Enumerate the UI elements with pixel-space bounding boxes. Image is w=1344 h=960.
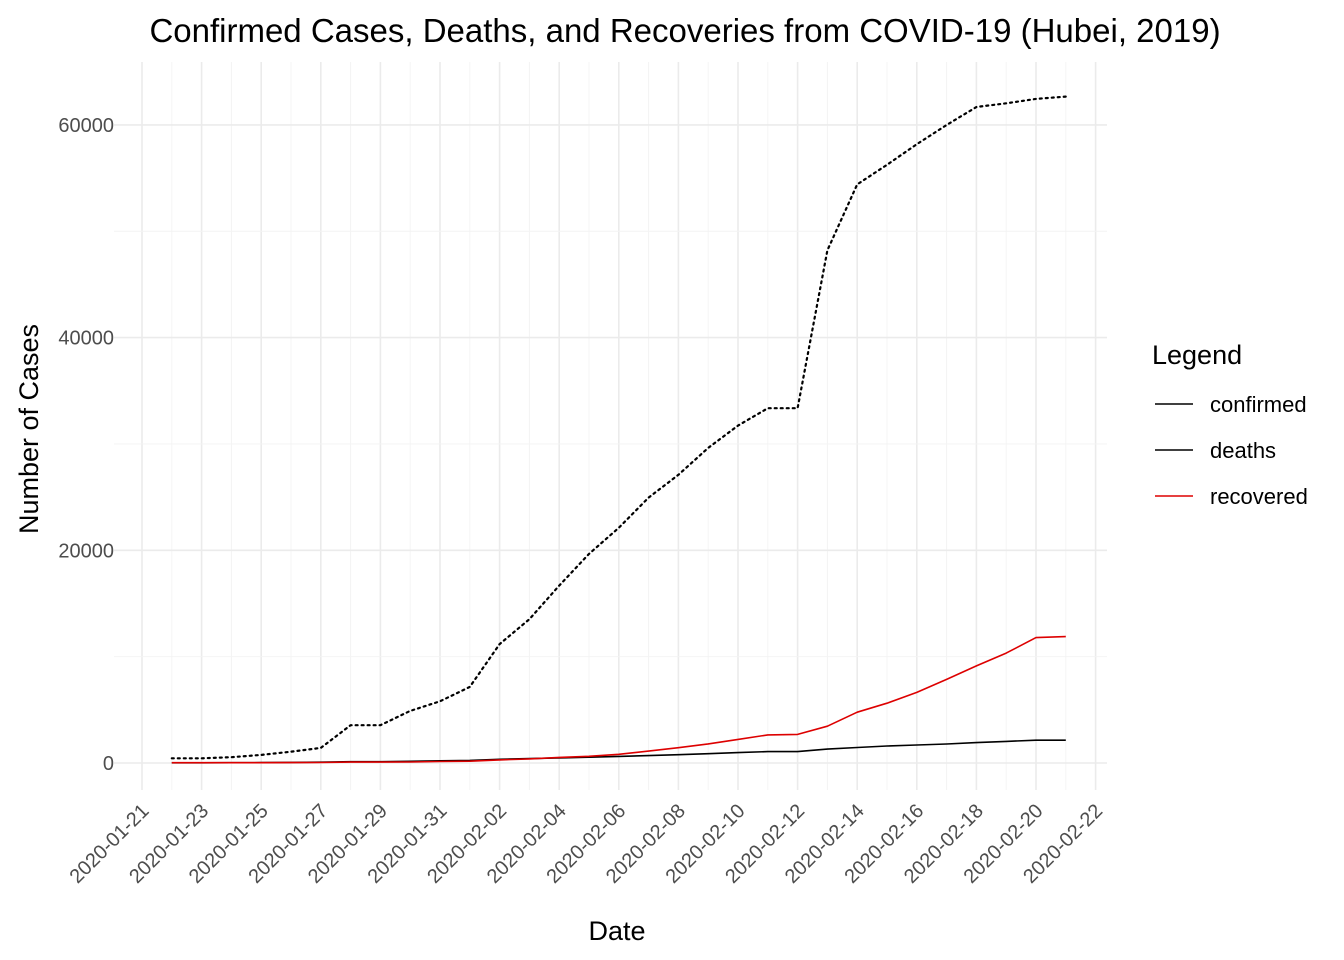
series-lines bbox=[170, 95, 1067, 764]
x-axis-title: Date bbox=[588, 916, 645, 946]
legend-label-recovered: recovered bbox=[1210, 484, 1308, 509]
series-line-recovered bbox=[171, 635, 1066, 764]
legend-title: Legend bbox=[1152, 340, 1242, 370]
y-tick-label: 20000 bbox=[58, 540, 114, 562]
grid bbox=[114, 62, 1107, 790]
y-tick-label: 60000 bbox=[58, 115, 114, 137]
y-tick-label: 40000 bbox=[58, 328, 114, 350]
chart-title: Confirmed Cases, Deaths, and Recoveries … bbox=[149, 12, 1220, 49]
series-line-confirmed bbox=[170, 95, 1067, 760]
legend: Legend confirmed deaths recovered bbox=[1152, 340, 1308, 509]
y-axis-ticks: 0 20000 40000 60000 bbox=[58, 115, 114, 775]
legend-label-confirmed: confirmed bbox=[1210, 392, 1307, 417]
y-tick-label: 0 bbox=[103, 753, 114, 775]
legend-label-deaths: deaths bbox=[1210, 438, 1276, 463]
y-axis-title: Number of Cases bbox=[14, 324, 44, 534]
